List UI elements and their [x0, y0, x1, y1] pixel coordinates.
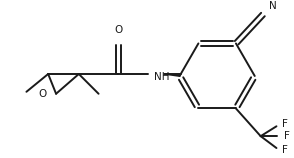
Text: O: O: [38, 89, 46, 99]
Text: O: O: [114, 25, 123, 35]
Text: NH: NH: [154, 72, 169, 82]
Text: F: F: [284, 131, 290, 141]
Text: F: F: [283, 119, 288, 129]
Text: F: F: [283, 145, 288, 155]
Text: N: N: [268, 1, 276, 11]
